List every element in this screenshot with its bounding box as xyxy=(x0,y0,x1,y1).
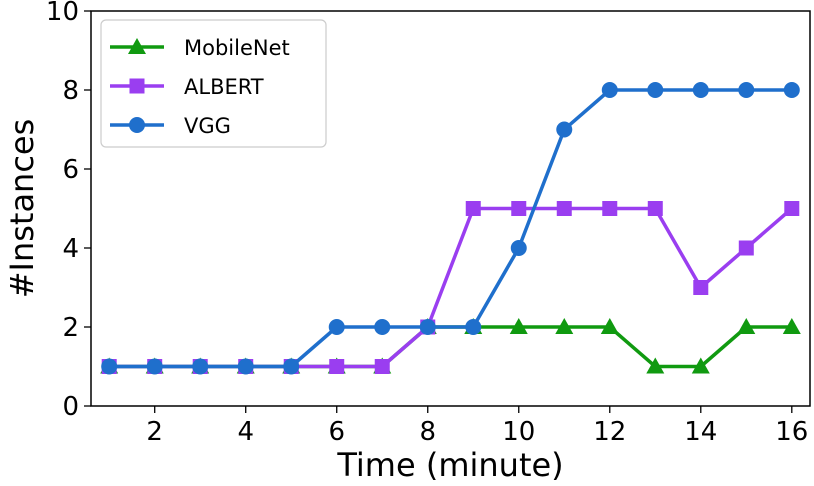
data-point-vgg xyxy=(146,358,163,375)
data-point-vgg xyxy=(328,319,345,335)
data-point-mobilenet xyxy=(646,357,665,374)
legend-label-albert: ALBERT xyxy=(184,75,264,99)
x-tick-label: 2 xyxy=(146,417,163,447)
data-point-albert xyxy=(784,201,800,216)
data-point-albert xyxy=(329,359,345,374)
series-albert xyxy=(101,201,800,374)
data-point-vgg xyxy=(419,319,436,335)
series-vgg xyxy=(101,82,800,375)
data-point-albert xyxy=(602,201,618,216)
x-tick-label: 4 xyxy=(237,417,254,447)
series-line-vgg xyxy=(109,88,792,369)
legend-entry-albert: ALBERT xyxy=(110,75,264,99)
data-point-mobilenet xyxy=(509,318,528,334)
data-point-albert xyxy=(556,201,572,216)
legend-box xyxy=(100,19,327,148)
data-point-vgg xyxy=(783,82,800,98)
data-point-albert xyxy=(374,359,390,374)
legend: MobileNet ALBERT VGG xyxy=(100,19,327,148)
data-point-vgg xyxy=(510,240,527,256)
data-point-vgg xyxy=(465,319,482,335)
x-tick-label: 8 xyxy=(419,417,436,447)
data-point-vgg xyxy=(192,358,209,375)
x-tick-label: 6 xyxy=(328,417,345,447)
y-tick-label: 0 xyxy=(62,392,79,422)
y-axis-label: #Instances xyxy=(3,119,41,299)
data-point-mobilenet xyxy=(737,318,756,334)
data-point-mobilenet xyxy=(691,357,710,374)
data-point-vgg xyxy=(374,319,391,335)
x-tick-label: 12 xyxy=(593,417,626,447)
data-point-vgg xyxy=(601,82,618,98)
data-point-mobilenet xyxy=(782,318,801,334)
data-point-vgg xyxy=(692,82,709,98)
y-tick-label: 6 xyxy=(62,155,79,185)
y-tick-label: 8 xyxy=(62,76,79,106)
data-point-albert xyxy=(511,201,527,216)
data-point-vgg xyxy=(556,121,573,138)
legend-entry-mobilenet: MobileNet xyxy=(110,36,290,60)
legend-swatch-marker xyxy=(129,78,145,94)
data-point-mobilenet xyxy=(600,318,619,334)
data-point-albert xyxy=(693,280,709,295)
data-point-albert xyxy=(647,201,663,216)
data-point-vgg xyxy=(738,82,755,98)
data-point-vgg xyxy=(283,358,300,375)
x-tick-label: 16 xyxy=(775,417,808,447)
data-point-vgg xyxy=(101,358,118,375)
axis-ticks: 2 4 6 8 10 12 14 16 0 2 4 6 8 10 xyxy=(46,0,808,447)
data-point-vgg xyxy=(647,82,664,98)
chart-marks xyxy=(100,82,801,375)
data-point-mobilenet xyxy=(555,318,574,334)
legend-swatch-marker xyxy=(128,38,146,54)
y-tick-label: 2 xyxy=(62,313,79,343)
data-point-vgg xyxy=(237,358,254,375)
legend-label-mobilenet: MobileNet xyxy=(184,36,290,60)
x-axis-label: Time (minute) xyxy=(336,446,563,484)
x-tick-label: 10 xyxy=(502,417,535,447)
legend-entry-vgg: VGG xyxy=(110,114,231,138)
data-point-albert xyxy=(465,201,481,216)
legend-label-vgg: VGG xyxy=(184,114,231,138)
data-point-albert xyxy=(738,240,754,256)
series-line-albert xyxy=(109,206,793,369)
series-line-mobilenet xyxy=(109,325,792,369)
y-tick-label: 4 xyxy=(62,234,79,264)
y-tick-label: 10 xyxy=(46,0,79,27)
x-tick-label: 14 xyxy=(684,417,717,447)
legend-swatch-marker xyxy=(129,117,145,133)
plot-frame xyxy=(90,10,811,407)
